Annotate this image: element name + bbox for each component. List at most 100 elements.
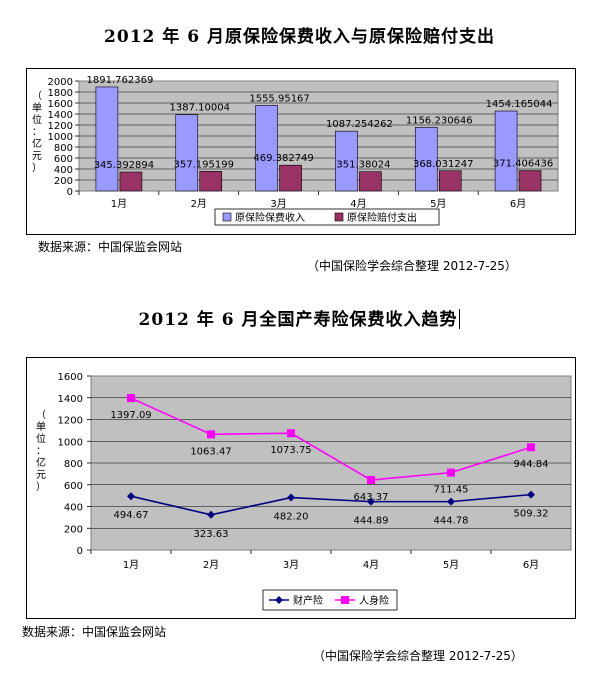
chart1-bar-premium bbox=[335, 130, 358, 192]
chart1-ylabel-char: 亿 bbox=[32, 137, 42, 150]
chart1-legend-label: 原保险保费收入 bbox=[235, 211, 305, 224]
chart2-xtick-label: 2月 bbox=[203, 559, 219, 571]
chart1-bar-claims bbox=[518, 170, 542, 192]
chart2-xtick-label: 6月 bbox=[523, 559, 539, 571]
chart1-frame: 0 200 400 600 800 1000 1200 1400 1600 1800 2000 （单位… bbox=[26, 68, 576, 235]
chart2-ylabel-char: 单 bbox=[36, 421, 46, 433]
chart1-note: （中国保险学会综合整理 2012-7-25） bbox=[307, 259, 517, 273]
chart2-title: 2012 年 6 月全国产寿险保费收入趋势 bbox=[0, 305, 599, 330]
chart1-label-claims: 469.382749 bbox=[253, 153, 313, 164]
chart1-ytick-label: 600 bbox=[54, 154, 73, 165]
chart1-ytick-label: 800 bbox=[54, 143, 73, 154]
chart1-legend-swatch bbox=[334, 212, 344, 222]
chart1-ylabel-char: ） bbox=[32, 162, 42, 174]
text-cursor bbox=[459, 309, 461, 329]
chart2-ylabel-char: ： bbox=[36, 446, 46, 457]
chart2-label-life: 1063.47 bbox=[190, 446, 231, 457]
chart1-ytick-label: 400 bbox=[54, 165, 73, 176]
chart2-ytick-label: 1400 bbox=[58, 394, 83, 405]
chart1-label-claims: 351.38024 bbox=[336, 160, 390, 171]
chart2-legend bbox=[262, 589, 398, 611]
chart2-point-life bbox=[447, 468, 455, 477]
chart1-label-premium: 1555.95167 bbox=[249, 93, 309, 104]
chart2-ytick-label: 400 bbox=[64, 503, 83, 514]
chart2-ytick-label: 1000 bbox=[58, 437, 83, 448]
chart2-label-property: 444.89 bbox=[354, 516, 389, 527]
chart1-xtick-label: 3月 bbox=[270, 198, 286, 210]
chart1-xtick-label: 4月 bbox=[350, 198, 366, 210]
chart2-label-life: 1397.09 bbox=[110, 410, 151, 421]
chart1-ytick-label: 1200 bbox=[48, 121, 73, 132]
chart2-svg: 0 200 400 600 800 1000 1200 1400 1600 （单位：亿元） 1月 2月… bbox=[36, 372, 572, 611]
chart2-point-life bbox=[207, 430, 215, 439]
chart1-xtick-label: 5月 bbox=[430, 198, 446, 210]
chart2-note: （中国保险学会综合整理 2012-7-25） bbox=[313, 649, 523, 663]
chart1-label-claims: 345.392894 bbox=[94, 160, 154, 171]
chart1-label-premium: 1454.165044 bbox=[486, 99, 553, 110]
chart2-label-property: 482.20 bbox=[274, 512, 309, 523]
chart2-point-life bbox=[287, 429, 295, 438]
chart2-legend-marker bbox=[341, 596, 349, 604]
chart1-label-premium: 1891.762369 bbox=[87, 75, 154, 86]
chart1-ytick-label: 1600 bbox=[48, 99, 73, 110]
chart2-point-property bbox=[527, 490, 535, 499]
chart1-legend bbox=[214, 208, 440, 226]
chart2-line-property bbox=[130, 493, 532, 516]
chart1-label-claims: 368.031247 bbox=[413, 159, 473, 170]
chart2-point-property bbox=[127, 492, 135, 501]
chart1-ylabel-char: 单 bbox=[32, 102, 42, 114]
chart2-label-property: 444.78 bbox=[434, 516, 469, 527]
chart2-point-life bbox=[527, 443, 535, 452]
chart1-label-premium: 1087.254262 bbox=[326, 119, 393, 130]
chart1-bar-premium bbox=[494, 110, 518, 192]
chart1-bar-claims bbox=[119, 171, 143, 192]
chart1-ylabel-char: ： bbox=[32, 127, 42, 138]
chart2-xtick-label: 3月 bbox=[283, 559, 299, 571]
chart2-label-property: 494.67 bbox=[114, 510, 149, 521]
chart2-source: 数据来源：中国保监会网站 bbox=[22, 625, 167, 639]
chart1-xtick-label: 2月 bbox=[191, 198, 207, 210]
chart1-legend-label: 原保险赔付支出 bbox=[347, 211, 417, 224]
chart1-bar-premium bbox=[175, 114, 199, 192]
chart1-ytick-label: 1000 bbox=[48, 132, 73, 143]
chart1-bar-claims bbox=[279, 164, 302, 192]
chart1-label-premium: 1156.230646 bbox=[406, 115, 473, 126]
chart1-bar-claims bbox=[199, 171, 223, 192]
chart2-ylabel-char: 元 bbox=[36, 470, 46, 481]
chart1-bar-premium bbox=[414, 127, 438, 192]
chart1-xtick-label: 1月 bbox=[111, 198, 127, 210]
chart2-ytick-label: 0 bbox=[77, 546, 83, 557]
chart1-source: 数据来源：中国保监会网站 bbox=[38, 240, 183, 254]
chart1-label-premium: 1387.10004 bbox=[170, 103, 230, 114]
chart1-ytick-label: 0 bbox=[67, 187, 73, 198]
chart2-ylabel-char: （ bbox=[36, 409, 46, 421]
chart2-ytick-label: 1200 bbox=[58, 416, 83, 427]
chart1-xtick-label: 6月 bbox=[510, 198, 526, 210]
chart1-ytick-label: 1400 bbox=[48, 110, 73, 121]
chart2-label-life: 643.37 bbox=[354, 492, 389, 503]
chart2-xtick-label: 5月 bbox=[443, 559, 459, 571]
chart2-ylabel-char: 亿 bbox=[36, 456, 46, 469]
chart1-ytick-label: 2000 bbox=[48, 77, 73, 88]
chart2-point-life bbox=[127, 394, 135, 403]
chart1-ylabel-char: 元 bbox=[32, 151, 42, 162]
chart1-bar-premium bbox=[255, 105, 278, 192]
chart1-ytick-label: 200 bbox=[54, 176, 73, 187]
chart2-xtick-label: 4月 bbox=[363, 559, 379, 571]
chart1-ytick-label: 1800 bbox=[48, 88, 73, 99]
chart2-label-life: 1073.75 bbox=[270, 445, 311, 456]
chart2-point-property bbox=[367, 497, 375, 506]
chart1-label-claims: 371.406436 bbox=[493, 159, 553, 170]
chart1-bar-premium bbox=[95, 86, 119, 192]
chart1-title: 2012 年 6 月原保险保费收入与原保险赔付支出 bbox=[104, 27, 495, 47]
chart2-legend-marker bbox=[275, 596, 283, 604]
chart2-legend-label: 财产险 bbox=[293, 594, 323, 607]
chart2-xtick-label: 1月 bbox=[123, 559, 139, 571]
chart2-label-property: 323.63 bbox=[194, 529, 229, 540]
chart2-ytick-label: 600 bbox=[64, 481, 83, 492]
chart2-frame: 0 200 400 600 800 1000 1200 1400 1600 （单位：亿元） 1月 2月… bbox=[26, 357, 576, 619]
chart2-line-life bbox=[130, 397, 532, 481]
chart2-point-life bbox=[367, 476, 375, 485]
chart2-label-life: 711.45 bbox=[434, 485, 469, 496]
chart2-ytick-label: 1600 bbox=[58, 372, 83, 383]
